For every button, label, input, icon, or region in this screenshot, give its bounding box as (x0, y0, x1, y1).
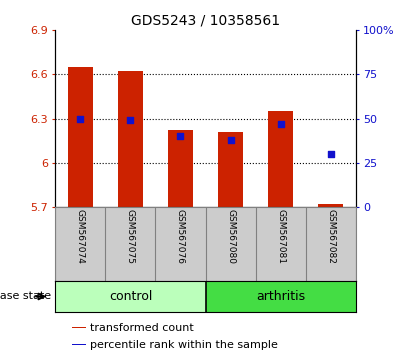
Point (277, 121, 284, 127)
Text: control: control (109, 290, 152, 303)
Text: GSM567082: GSM567082 (326, 209, 335, 264)
Text: GSM567081: GSM567081 (276, 209, 285, 264)
Bar (318, 204, 343, 207)
Text: GSM567080: GSM567080 (226, 209, 235, 264)
Point (127, 118, 134, 123)
Text: GSM567076: GSM567076 (176, 209, 185, 264)
Text: GSM567074: GSM567074 (76, 209, 85, 264)
Text: transformed count: transformed count (90, 322, 193, 333)
Text: percentile rank within the sample: percentile rank within the sample (90, 339, 277, 350)
Point (227, 137, 234, 143)
Title: GDS5243 / 10358561: GDS5243 / 10358561 (131, 13, 280, 28)
Text: disease state: disease state (0, 291, 51, 302)
Bar (206, 281, 356, 312)
Point (77, 116, 84, 121)
Point (177, 133, 184, 139)
Text: arthritis: arthritis (256, 290, 305, 303)
Text: GSM567075: GSM567075 (126, 209, 135, 264)
FancyBboxPatch shape (72, 327, 86, 329)
Bar (118, 72, 143, 207)
Bar (68, 67, 93, 207)
Bar (218, 132, 243, 207)
Bar (168, 130, 193, 207)
Point (327, 151, 334, 157)
Bar (55, 281, 206, 312)
Bar (268, 111, 293, 207)
FancyBboxPatch shape (72, 344, 86, 346)
